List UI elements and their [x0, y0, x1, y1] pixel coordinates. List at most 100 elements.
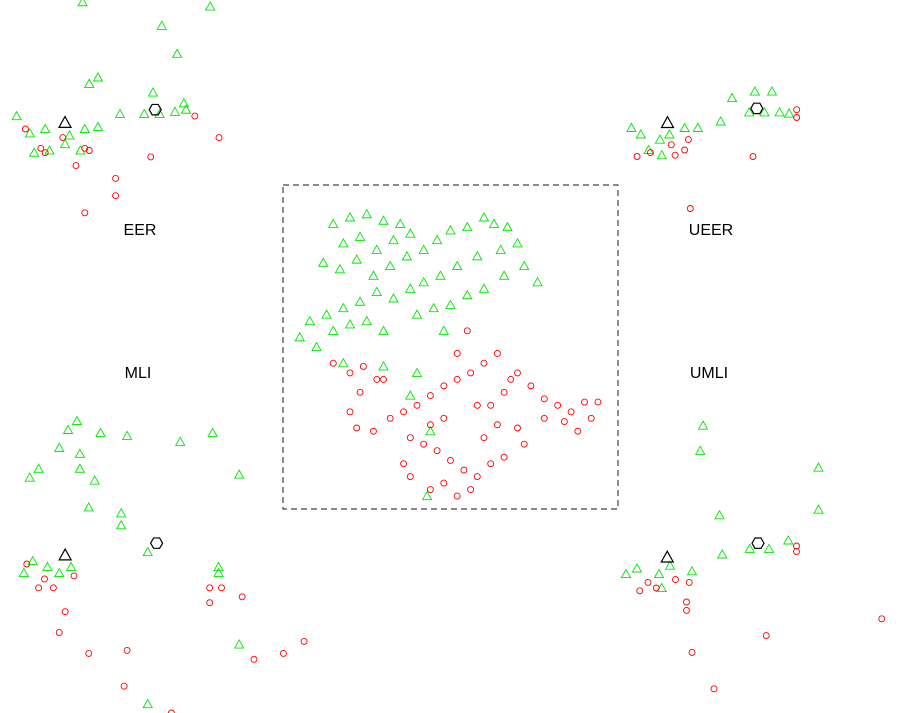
point: [344, 211, 356, 222]
point: [378, 361, 389, 371]
point: [715, 115, 726, 126]
point: [631, 562, 643, 573]
point: [574, 427, 582, 435]
point: [41, 149, 49, 157]
point: [527, 382, 535, 390]
panel-label: UEER: [689, 222, 733, 239]
point: [371, 244, 383, 254]
point: [451, 260, 463, 271]
point: [95, 427, 106, 437]
point: [85, 147, 93, 154]
point: [726, 92, 738, 103]
point: [636, 587, 644, 595]
point: [64, 130, 75, 140]
point: [532, 276, 543, 287]
point: [58, 547, 73, 561]
point: [594, 398, 602, 406]
point: [667, 141, 675, 149]
point: [445, 299, 456, 309]
point: [467, 369, 475, 377]
point: [380, 375, 387, 383]
point: [620, 568, 632, 579]
point: [338, 302, 349, 313]
point: [440, 479, 448, 487]
point: [147, 153, 155, 161]
point: [688, 648, 696, 656]
point: [62, 424, 74, 434]
point: [692, 122, 704, 132]
point: [149, 537, 164, 549]
panel-label: UMLI: [690, 365, 728, 382]
point: [405, 390, 416, 400]
point: [218, 584, 225, 592]
point: [59, 134, 67, 142]
point: [502, 221, 513, 232]
point: [368, 270, 379, 280]
point: [114, 108, 126, 119]
point: [112, 192, 120, 200]
point: [21, 125, 29, 133]
point: [83, 501, 95, 512]
point: [480, 434, 488, 442]
point: [11, 110, 22, 121]
point: [473, 473, 481, 481]
point: [679, 122, 690, 132]
point: [487, 401, 495, 409]
point: [304, 315, 316, 326]
point: [743, 106, 755, 117]
point: [762, 632, 770, 640]
point: [23, 560, 31, 568]
point: [507, 375, 515, 383]
point: [147, 87, 159, 97]
point: [435, 270, 446, 280]
point: [233, 639, 245, 649]
point: [53, 567, 65, 577]
point: [683, 606, 690, 614]
point: [411, 309, 423, 319]
point: [49, 584, 57, 592]
point: [359, 362, 367, 370]
point: [793, 542, 800, 550]
point: [59, 138, 71, 149]
point: [751, 537, 765, 549]
point: [440, 414, 448, 422]
point: [79, 123, 91, 134]
point: [644, 578, 652, 586]
point: [388, 292, 399, 303]
point: [206, 599, 214, 607]
point: [167, 709, 175, 713]
point: [498, 270, 510, 280]
point: [354, 231, 366, 241]
point: [654, 134, 666, 144]
point: [793, 114, 801, 121]
point: [514, 424, 521, 432]
point: [42, 561, 53, 572]
point: [356, 388, 364, 396]
point: [327, 218, 339, 228]
point: [684, 136, 692, 144]
point: [453, 492, 461, 500]
point: [53, 442, 65, 452]
point: [338, 357, 349, 368]
point: [426, 421, 434, 429]
point: [112, 174, 120, 182]
point: [41, 575, 48, 583]
plot-frame: [282, 184, 619, 510]
point: [493, 350, 501, 357]
point: [401, 250, 413, 261]
point: [83, 78, 95, 88]
point: [421, 490, 433, 501]
point: [138, 108, 150, 119]
point: [405, 228, 416, 238]
point: [428, 302, 440, 313]
point: [488, 218, 500, 228]
point: [744, 543, 756, 553]
point: [587, 414, 595, 422]
point: [24, 472, 36, 482]
point: [411, 367, 423, 377]
point: [426, 392, 434, 400]
point: [344, 318, 356, 329]
point: [878, 615, 886, 623]
point: [57, 115, 73, 128]
